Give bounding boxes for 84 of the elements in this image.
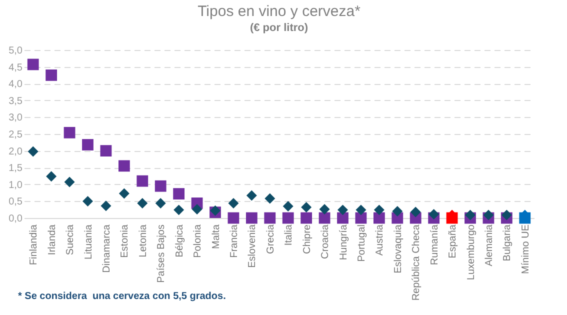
point: [246, 212, 258, 224]
x-tick-label: Irlanda: [46, 224, 58, 256]
x-tick-label: Francia: [228, 224, 240, 258]
x-tick-label: Mínimo UE: [520, 224, 532, 274]
x-tick-label: Austria: [374, 224, 386, 256]
point: [82, 196, 93, 206]
point: [173, 188, 185, 200]
y-tick-label: 2,5: [8, 130, 23, 140]
point: [100, 200, 112, 212]
y-tick-label: 4,5: [8, 62, 23, 74]
point: [374, 204, 384, 216]
point: [174, 204, 184, 216]
point: [301, 202, 312, 212]
x-tick-label: Letonia: [138, 224, 149, 258]
y-tick-label: 3,0: [8, 112, 23, 124]
point: [155, 198, 166, 208]
point: [337, 212, 348, 224]
point: [228, 198, 239, 208]
x-tick-label: Italia: [284, 224, 295, 246]
point: [264, 193, 276, 204]
point: [501, 210, 512, 220]
y-tick-label: 4,0: [8, 79, 23, 90]
y-tick-label: 0,5: [8, 196, 23, 208]
point: [46, 171, 57, 182]
y-tick-label: 3,5: [8, 96, 23, 107]
x-tick-label: República Checa: [411, 224, 422, 301]
y-tick-label: 2,0: [8, 146, 23, 158]
x-tick-label: Países Bajos: [156, 224, 168, 283]
point: [136, 175, 148, 187]
point: [64, 176, 75, 188]
x-tick-label: Alemania: [484, 224, 495, 266]
x-tick-label: Luxemburgo: [466, 224, 477, 280]
point: [46, 70, 58, 81]
point: [410, 206, 421, 218]
chart-subtitle: (€ por litro): [250, 22, 308, 34]
x-tick-label: Polonia: [192, 224, 204, 258]
x-tick-label: Suecia: [65, 224, 76, 256]
x-tick-label: Hungría: [338, 224, 350, 260]
point: [228, 212, 240, 224]
y-tick-label: 1,5: [8, 163, 23, 174]
x-tick-label: Chipre: [302, 224, 313, 254]
point: [82, 139, 94, 150]
point: [282, 212, 294, 224]
x-tick-label: España: [448, 224, 459, 258]
y-tick-label: 0,0: [8, 214, 23, 224]
x-tick-label: Finlandia: [28, 224, 40, 266]
chart-title: Tipos en vino y cerveza*: [198, 3, 361, 20]
x-tick-label: Croacia: [320, 224, 332, 259]
point: [319, 204, 330, 215]
point: [465, 210, 476, 220]
point: [137, 198, 148, 208]
x-tick-label: Eslovenia: [247, 224, 258, 268]
point: [64, 126, 76, 138]
point: [28, 146, 38, 157]
x-tick-label: Bulgaria: [502, 224, 514, 262]
point: [300, 212, 312, 224]
point: [118, 188, 130, 199]
point: [154, 180, 166, 192]
point: [392, 206, 403, 217]
x-tick-label: Grecia: [265, 224, 276, 254]
point: [118, 160, 130, 172]
point: [192, 204, 202, 215]
point: [246, 190, 257, 201]
point: [356, 204, 366, 216]
point: [373, 212, 385, 224]
point: [483, 210, 494, 220]
y-tick-label: 5,0: [8, 46, 23, 56]
point: [338, 204, 348, 216]
x-tick-label: Eslovaquia: [392, 224, 404, 274]
x-tick-label: Malta: [210, 224, 222, 249]
y-tick-label: 1,0: [8, 180, 23, 191]
point: [318, 212, 330, 224]
point: [27, 58, 39, 70]
point: [264, 212, 276, 224]
x-tick-label: Estonia: [120, 224, 131, 258]
point: [428, 209, 440, 220]
x-tick-label: Portugal: [356, 224, 368, 262]
x-tick-label: Bélgica: [174, 224, 186, 258]
x-tick-label: Lituania: [83, 224, 94, 260]
x-tick-label: Rumanía: [429, 224, 440, 266]
point: [282, 200, 294, 212]
text: * Se considera una cerveza con 5,5 grados.: [18, 291, 226, 302]
x-tick-label: Dinamarca: [101, 224, 112, 273]
point: [100, 145, 112, 156]
